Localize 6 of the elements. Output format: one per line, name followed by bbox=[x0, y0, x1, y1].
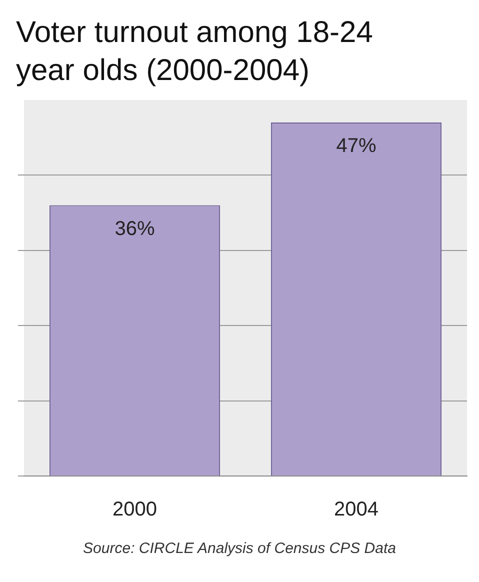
data-label: 47% bbox=[336, 135, 376, 158]
x-tick-label: 2000 bbox=[112, 498, 157, 521]
source-note: Source: CIRCLE Analysis of Census CPS Data bbox=[82, 540, 397, 557]
data-label: 36% bbox=[114, 218, 155, 240]
chart-title: Voter turnout among 18-24 year olds (2000-2004) bbox=[15, 15, 374, 89]
x-tick-label: 2004 bbox=[334, 498, 378, 521]
